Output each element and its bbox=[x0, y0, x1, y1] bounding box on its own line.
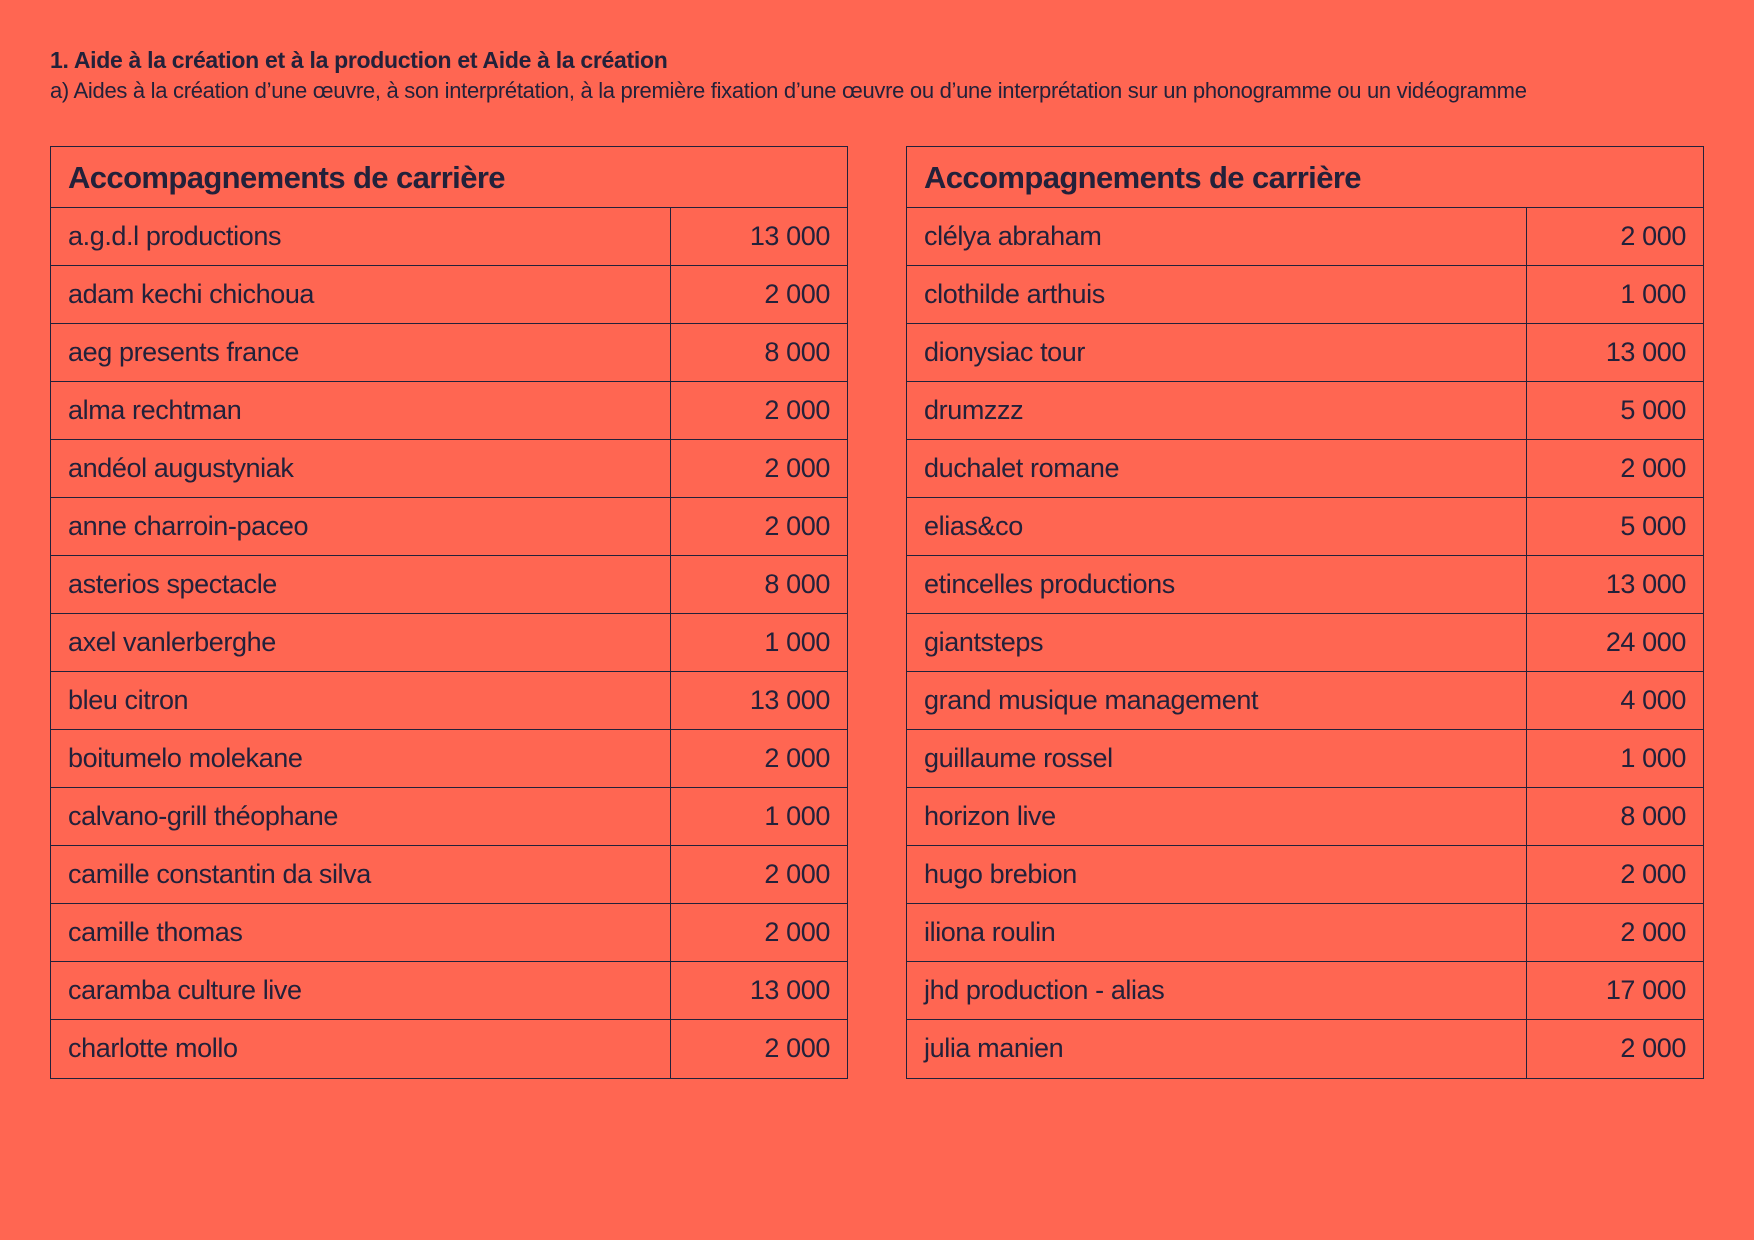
beneficiary-name: alma rechtman bbox=[51, 382, 671, 439]
table-row: adam kechi chichoua 2 000 bbox=[51, 266, 847, 324]
beneficiary-name: duchalet romane bbox=[907, 440, 1527, 497]
amount-value: 1 000 bbox=[1620, 279, 1686, 309]
amount-value: 2 000 bbox=[1620, 453, 1686, 483]
amount-value: 8 000 bbox=[764, 337, 830, 367]
beneficiary-name: andéol augustyniak bbox=[51, 440, 671, 497]
beneficiary-name: anne charroin-paceo bbox=[51, 498, 671, 555]
beneficiary-name: iliona roulin bbox=[907, 904, 1527, 961]
beneficiary-name: calvano-grill théophane bbox=[51, 788, 671, 845]
beneficiary-name: horizon live bbox=[907, 788, 1527, 845]
amount-value: 13 000 bbox=[1605, 569, 1687, 599]
beneficiary-name: boitumelo molekane bbox=[51, 730, 671, 787]
beneficiary-name: guillaume rossel bbox=[907, 730, 1527, 787]
table-row: axel vanlerberghe 1 000 bbox=[51, 614, 847, 672]
table-row: aeg presents france 8 000 bbox=[51, 324, 847, 382]
table-row: grand musique management 4 000 bbox=[907, 672, 1703, 730]
amount-value: 2 000 bbox=[764, 859, 830, 889]
amount-value: 17 000 bbox=[1605, 975, 1687, 1005]
amount-value: 2 000 bbox=[1620, 1033, 1686, 1063]
amount-value: 2 000 bbox=[764, 1033, 830, 1063]
amount-value: 5 000 bbox=[1620, 395, 1686, 425]
amount-value: 8 000 bbox=[1620, 801, 1686, 831]
table-row: caramba culture live 13 000 bbox=[51, 962, 847, 1020]
beneficiary-name: asterios spectacle bbox=[51, 556, 671, 613]
table-title: Accompagnements de carrière bbox=[907, 147, 1703, 208]
beneficiary-name: drumzzz bbox=[907, 382, 1527, 439]
table-row: bleu citron 13 000 bbox=[51, 672, 847, 730]
beneficiary-name: grand musique management bbox=[907, 672, 1527, 729]
amount-value: 2 000 bbox=[1620, 221, 1686, 251]
amount-value: 13 000 bbox=[749, 221, 831, 251]
beneficiary-name: a.g.d.l productions bbox=[51, 208, 671, 265]
table-body: clélya abraham 2 000 clothilde arthuis 1 00… bbox=[907, 208, 1703, 1078]
section-subtitle: a) Aides à la création d’une œuvre, à so… bbox=[50, 78, 1527, 103]
amount-value: 1 000 bbox=[1620, 743, 1686, 773]
table-row: boitumelo molekane 2 000 bbox=[51, 730, 847, 788]
table-row: hugo brebion 2 000 bbox=[907, 846, 1703, 904]
table-row: julia manien 2 000 bbox=[907, 1020, 1703, 1078]
beneficiary-name: giantsteps bbox=[907, 614, 1527, 671]
beneficiary-name: clélya abraham bbox=[907, 208, 1527, 265]
table-row: etincelles productions 13 000 bbox=[907, 556, 1703, 614]
amount-value: 4 000 bbox=[1620, 685, 1686, 715]
table-row: elias&co 5 000 bbox=[907, 498, 1703, 556]
beneficiary-name: dionysiac tour bbox=[907, 324, 1527, 381]
beneficiary-name: axel vanlerberghe bbox=[51, 614, 671, 671]
section-title: 1. Aide à la création et à la production… bbox=[50, 47, 668, 73]
amount-value: 1 000 bbox=[764, 627, 830, 657]
beneficiary-name: caramba culture live bbox=[51, 962, 671, 1019]
table-row: giantsteps 24 000 bbox=[907, 614, 1703, 672]
table-row: a.g.d.l productions 13 000 bbox=[51, 208, 847, 266]
table-body: a.g.d.l productions 13 000 adam kechi chic… bbox=[51, 208, 847, 1078]
amount-value: 2 000 bbox=[764, 511, 830, 541]
beneficiary-name: julia manien bbox=[907, 1020, 1527, 1078]
funding-table-left: Accompagnements de carrière a.g.d.l prod… bbox=[50, 146, 848, 1079]
amount-value: 24 000 bbox=[1605, 627, 1687, 657]
table-row: camille constantin da silva 2 000 bbox=[51, 846, 847, 904]
beneficiary-name: jhd production - alias bbox=[907, 962, 1527, 1019]
funding-table-right: Accompagnements de carrière clélya abrah… bbox=[906, 146, 1704, 1079]
beneficiary-name: camille thomas bbox=[51, 904, 671, 961]
amount-value: 8 000 bbox=[764, 569, 830, 599]
table-row: clélya abraham 2 000 bbox=[907, 208, 1703, 266]
table-row: horizon live 8 000 bbox=[907, 788, 1703, 846]
table-row: asterios spectacle 8 000 bbox=[51, 556, 847, 614]
beneficiary-name: elias&co bbox=[907, 498, 1527, 555]
amount-value: 2 000 bbox=[1620, 917, 1686, 947]
table-title: Accompagnements de carrière bbox=[51, 147, 847, 208]
amount-value: 2 000 bbox=[764, 917, 830, 947]
amount-value: 2 000 bbox=[764, 395, 830, 425]
amount-value: 13 000 bbox=[1605, 337, 1687, 367]
table-row: camille thomas 2 000 bbox=[51, 904, 847, 962]
beneficiary-name: charlotte mollo bbox=[51, 1020, 671, 1078]
table-row: anne charroin-paceo 2 000 bbox=[51, 498, 847, 556]
table-row: calvano-grill théophane 1 000 bbox=[51, 788, 847, 846]
table-row: guillaume rossel 1 000 bbox=[907, 730, 1703, 788]
table-row: clothilde arthuis 1 000 bbox=[907, 266, 1703, 324]
amount-value: 13 000 bbox=[749, 685, 831, 715]
table-row: duchalet romane 2 000 bbox=[907, 440, 1703, 498]
beneficiary-name: adam kechi chichoua bbox=[51, 266, 671, 323]
beneficiary-name: hugo brebion bbox=[907, 846, 1527, 903]
table-row: dionysiac tour 13 000 bbox=[907, 324, 1703, 382]
table-row: iliona roulin 2 000 bbox=[907, 904, 1703, 962]
beneficiary-name: camille constantin da silva bbox=[51, 846, 671, 903]
table-row: drumzzz 5 000 bbox=[907, 382, 1703, 440]
beneficiary-name: etincelles productions bbox=[907, 556, 1527, 613]
amount-value: 2 000 bbox=[1620, 859, 1686, 889]
amount-value: 13 000 bbox=[749, 975, 831, 1005]
beneficiary-name: bleu citron bbox=[51, 672, 671, 729]
table-row: alma rechtman 2 000 bbox=[51, 382, 847, 440]
amount-value: 5 000 bbox=[1620, 511, 1686, 541]
amount-value: 2 000 bbox=[764, 453, 830, 483]
amount-value: 1 000 bbox=[764, 801, 830, 831]
amount-value: 2 000 bbox=[764, 279, 830, 309]
table-row: andéol augustyniak 2 000 bbox=[51, 440, 847, 498]
amount-value: 2 000 bbox=[764, 743, 830, 773]
page-heading: 1. Aide à la création et à la production… bbox=[50, 44, 1730, 106]
table-row: jhd production - alias 17 000 bbox=[907, 962, 1703, 1020]
table-row: charlotte mollo 2 000 bbox=[51, 1020, 847, 1078]
beneficiary-name: clothilde arthuis bbox=[907, 266, 1527, 323]
beneficiary-name: aeg presents france bbox=[51, 324, 671, 381]
